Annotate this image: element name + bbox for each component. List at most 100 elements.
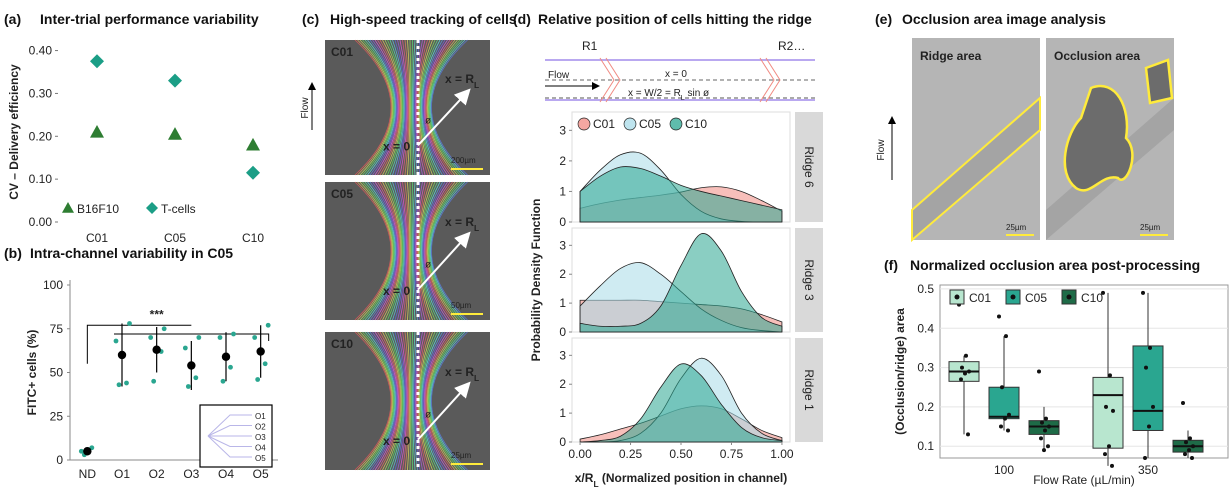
image-label: Occlusion area xyxy=(1054,49,1140,63)
streamline xyxy=(409,181,412,321)
data-point xyxy=(1190,456,1194,460)
data-point xyxy=(148,335,154,340)
facet-strip xyxy=(795,228,823,332)
plot-area xyxy=(939,284,1229,459)
marker xyxy=(90,54,104,69)
streamline xyxy=(384,181,403,321)
streamline xyxy=(379,181,401,321)
streamline xyxy=(364,331,395,471)
inset-label: O3 xyxy=(255,433,266,442)
y-tick-label: 0.20 xyxy=(29,129,53,143)
x-tick-label: C01 xyxy=(86,231,108,245)
streamline xyxy=(424,181,448,321)
streamline xyxy=(372,331,398,471)
position-label-part: x = R xyxy=(445,72,474,86)
streamline xyxy=(412,39,416,176)
data-point xyxy=(1003,416,1007,421)
streamline xyxy=(422,331,443,471)
ridge xyxy=(599,57,621,103)
y-tick-label: 1 xyxy=(559,296,566,310)
streamline xyxy=(419,181,436,321)
y-tick-label: 0.10 xyxy=(29,172,53,186)
streamline xyxy=(414,181,423,321)
mean-point xyxy=(117,350,127,360)
x-tick-label: C05 xyxy=(164,231,186,245)
data-point xyxy=(959,377,963,382)
angle-label: ø xyxy=(425,410,431,421)
data-point xyxy=(1000,385,1004,390)
streamline xyxy=(428,39,461,176)
position-label-part: L xyxy=(474,223,479,233)
streamline xyxy=(424,331,448,471)
position-label: x = RL xyxy=(445,215,479,233)
streamline xyxy=(397,331,407,471)
marker xyxy=(246,165,260,180)
streamline xyxy=(354,39,392,176)
data-point xyxy=(963,371,967,376)
facet-strip xyxy=(795,112,823,222)
x-tick-label: 350 xyxy=(1138,463,1158,477)
density-area xyxy=(579,166,783,223)
image-label: C01 xyxy=(331,45,353,59)
streamline xyxy=(414,39,423,176)
panel-label: (c) xyxy=(302,11,319,27)
legend-marker xyxy=(146,202,158,214)
y-tick-label: 0.40 xyxy=(29,44,53,58)
data-point xyxy=(1110,463,1114,468)
streamline xyxy=(421,181,441,321)
streamline xyxy=(424,331,451,471)
streamline xyxy=(404,39,410,176)
streamline xyxy=(377,181,400,321)
data-point xyxy=(999,424,1003,429)
streamline xyxy=(367,331,396,471)
y-tick-label: 2 xyxy=(559,154,566,168)
streamline xyxy=(377,39,400,176)
streamline xyxy=(407,331,411,471)
data-point xyxy=(1143,456,1147,460)
streamline xyxy=(420,39,438,176)
streamline xyxy=(411,181,413,321)
data-point xyxy=(1043,428,1047,433)
streamline xyxy=(427,39,458,176)
data-point xyxy=(1147,424,1151,429)
x-axis-label: x/RL (Normalized position in channel) xyxy=(575,471,788,489)
streamline xyxy=(382,331,402,471)
x-tick-label: ND xyxy=(79,467,97,481)
data-point xyxy=(1039,436,1043,441)
data-point xyxy=(1111,408,1115,413)
data-point xyxy=(1006,428,1010,433)
y-tick-label: 1 xyxy=(559,406,566,420)
streamline xyxy=(392,331,405,471)
data-point xyxy=(1183,452,1187,457)
streamline xyxy=(354,181,392,321)
density-area xyxy=(579,233,783,333)
ridge xyxy=(759,57,781,103)
image-label: Ridge area xyxy=(920,49,982,63)
streamline xyxy=(362,331,395,471)
data-point xyxy=(1104,404,1108,409)
streamline xyxy=(430,331,466,471)
data-point xyxy=(116,382,122,388)
streamline xyxy=(372,39,398,176)
y-axis-label: Probability Density Function xyxy=(529,199,543,362)
streamline xyxy=(382,39,402,176)
box xyxy=(988,386,1020,420)
mean-point xyxy=(83,447,92,456)
streamline xyxy=(387,39,404,176)
x-tick-label: 1.00 xyxy=(770,447,794,461)
legend-dot xyxy=(954,294,960,300)
streamline xyxy=(407,181,411,321)
streamline xyxy=(426,39,456,176)
streamline xyxy=(414,331,423,471)
legend-dot xyxy=(1010,294,1016,300)
streamline xyxy=(430,181,466,321)
scale-label: 25µm xyxy=(1006,223,1027,232)
panel-title: Occlusion area image analysis xyxy=(902,11,1106,27)
streamline xyxy=(420,331,438,471)
inset-channel xyxy=(207,425,252,437)
data-point xyxy=(217,335,223,340)
y-tick-label: 0 xyxy=(559,435,566,449)
streamline xyxy=(387,331,404,471)
data-point xyxy=(1148,345,1152,350)
